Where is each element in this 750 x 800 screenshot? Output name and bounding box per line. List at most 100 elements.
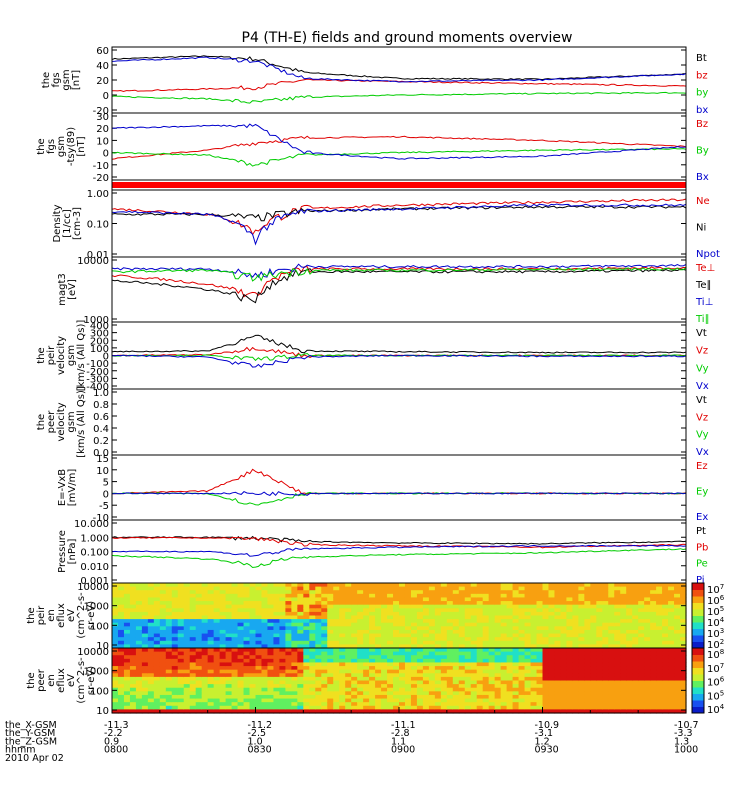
heatmap-cell <box>333 655 340 660</box>
heatmap-cell <box>476 604 484 609</box>
heatmap-cell <box>530 702 538 707</box>
heatmap-cell <box>165 637 173 642</box>
heatmap-cell <box>375 680 382 685</box>
heatmap-cell <box>183 658 191 664</box>
heatmap-cell <box>410 597 418 602</box>
heatmap-cell <box>638 687 645 692</box>
heatmap-cell <box>153 651 161 656</box>
heatmap-cell <box>554 666 562 671</box>
heatmap-cell <box>285 655 292 660</box>
heatmap-cell <box>363 705 370 710</box>
heatmap-cell <box>674 684 681 689</box>
heatmap-cell <box>363 651 370 656</box>
heatmap-cell <box>177 644 185 649</box>
heatmap-cell <box>129 619 137 624</box>
heatmap-cell <box>452 586 460 591</box>
heatmap-cell <box>578 705 585 710</box>
x-row-label: the_Y-GSM <box>5 728 55 739</box>
heatmap-cell <box>333 601 340 606</box>
heatmap-cell <box>135 629 143 635</box>
heatmap-cell <box>542 640 550 645</box>
heatmap-cell <box>446 694 454 700</box>
heatmap-cell <box>482 601 490 606</box>
heatmap-cell <box>410 583 418 588</box>
heatmap-cell <box>500 680 508 685</box>
heatmap-cell <box>399 691 406 696</box>
heatmap-cell <box>476 615 484 620</box>
heatmap-cell <box>404 640 412 645</box>
y-tick-label: 0.100 <box>80 548 109 559</box>
heatmap-cell <box>584 648 591 653</box>
heatmap-cell <box>183 593 191 599</box>
heatmap-cell <box>153 604 161 609</box>
heatmap-cell <box>321 655 328 660</box>
heatmap-cell <box>512 684 520 689</box>
heatmap-cell <box>189 593 197 599</box>
heatmap-cell <box>638 619 645 624</box>
heatmap-cell <box>434 611 442 617</box>
heatmap-cell <box>201 622 209 627</box>
heatmap-cell <box>620 705 627 710</box>
heatmap-cell <box>231 691 239 696</box>
heatmap-cell <box>620 590 627 595</box>
heatmap-cell <box>153 597 161 602</box>
heatmap-cell <box>117 601 125 606</box>
heatmap-cell <box>195 709 203 714</box>
heatmap-cell <box>620 676 627 682</box>
heatmap-cell <box>458 586 466 591</box>
heatmap-cell <box>123 622 131 627</box>
heatmap-cell <box>195 662 203 667</box>
heatmap-cell <box>494 676 502 682</box>
series-line-Bt <box>111 55 687 81</box>
heatmap-cell <box>632 702 639 707</box>
heatmap-cell <box>668 655 675 660</box>
heatmap-cell <box>512 637 520 642</box>
heatmap-cell <box>650 687 657 692</box>
heatmap-cell <box>674 658 681 664</box>
heatmap-cell <box>213 629 221 635</box>
x-row-value: 1.2 <box>535 736 550 747</box>
heatmap-cell <box>458 709 466 714</box>
heatmap-cell <box>387 666 394 671</box>
x-row-value: 0.9 <box>104 736 119 747</box>
y-tick-label: 1000 <box>84 667 109 678</box>
heatmap-cell <box>632 629 639 635</box>
series-line-Pb <box>111 536 687 549</box>
heatmap-cell <box>608 615 615 620</box>
heatmap-cell <box>225 687 233 692</box>
heatmap-cell <box>219 608 227 613</box>
heatmap-cell <box>303 619 310 624</box>
heatmap-cell <box>279 673 286 678</box>
heatmap-cell <box>393 694 400 700</box>
heatmap-cell <box>434 666 442 671</box>
heatmap-cell <box>596 655 603 660</box>
heatmap-cell <box>476 662 484 667</box>
heatmap-cell <box>219 637 227 642</box>
heatmap-cell <box>112 648 119 653</box>
heatmap-cell <box>171 702 179 707</box>
heatmap-cell <box>548 608 556 613</box>
heatmap-cell <box>542 583 550 588</box>
heatmap-cell <box>434 658 442 664</box>
heatmap-cell <box>638 702 645 707</box>
heatmap-cell <box>638 590 645 595</box>
heatmap-cell <box>123 662 131 667</box>
heatmap-cell <box>165 583 173 588</box>
heatmap-cell <box>458 648 466 653</box>
heatmap-cell <box>249 593 257 599</box>
heatmap-cell <box>488 684 496 689</box>
heatmap-cell <box>530 684 538 689</box>
heatmap-cell <box>632 662 639 667</box>
heatmap-cell <box>530 593 538 599</box>
heatmap-cell <box>656 705 663 710</box>
heatmap-cell <box>536 619 544 624</box>
heatmap-cell <box>620 593 627 599</box>
heatmap-cell <box>596 583 603 588</box>
heatmap-cell <box>249 687 257 692</box>
heatmap-cell <box>369 604 376 609</box>
heatmap-cell <box>363 676 370 682</box>
y-tick-label: 20 <box>96 76 109 87</box>
heatmap-cell <box>129 626 137 631</box>
heatmap-cell <box>213 651 221 656</box>
heatmap-cell <box>632 705 639 710</box>
